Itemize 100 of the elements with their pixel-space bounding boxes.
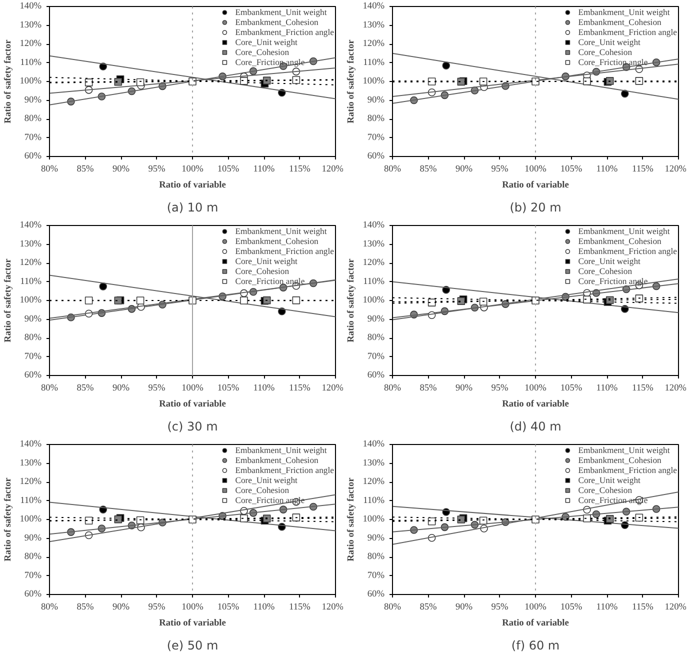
legend-label: Embankment_Unit weight (578, 226, 670, 236)
y-tick-label: 70% (367, 352, 385, 362)
x-tick-label: 115% (632, 164, 654, 174)
legend-label: Embankment_Friction angle (578, 465, 677, 475)
y-tick-label: 80% (367, 552, 385, 562)
legend-label: Core_Unit weight (578, 37, 640, 47)
y-tick-label: 130% (362, 20, 385, 30)
legend-label: Embankment_Cohesion (578, 17, 662, 27)
y-axis-title: Ratio of safety factor (4, 258, 14, 342)
x-tick-label: 105% (560, 384, 582, 394)
x-tick-label: 85% (420, 164, 438, 174)
y-tick-label: 60% (367, 590, 385, 600)
y-tick-label: 80% (24, 333, 42, 343)
y-tick-label: 90% (367, 95, 385, 106)
y-tick-label: 120% (362, 258, 385, 268)
legend-label: Embankment_Friction angle (235, 246, 334, 256)
x-tick-label: 85% (76, 602, 94, 612)
x-tick-label: 110% (596, 602, 618, 612)
x-tick-label: 90% (455, 164, 473, 174)
x-tick-label: 120% (322, 602, 344, 612)
x-tick-label: 95% (491, 164, 509, 174)
x-tick-label: 90% (112, 384, 130, 394)
x-tick-label: 85% (420, 602, 438, 612)
y-tick-label: 60% (367, 152, 385, 162)
legend-label: Core_Unit weight (578, 256, 640, 266)
legend-label: Core_Cohesion (578, 266, 632, 276)
legend-label: Embankment_Cohesion (235, 17, 318, 27)
x-tick-label: 120% (322, 164, 344, 174)
text: (d) 40 m (510, 420, 562, 434)
x-tick-label: 110% (596, 384, 618, 394)
y-tick-label: 100% (362, 76, 385, 86)
y-tick-label: 140% (20, 440, 42, 450)
x-axis-title: Ratio of variable (159, 400, 226, 410)
x-tick-label: 95% (148, 164, 166, 174)
y-tick-label: 130% (362, 458, 385, 468)
y-tick-label: 110% (20, 496, 42, 506)
x-tick-label: 100% (182, 602, 204, 612)
x-tick-label: 100% (524, 602, 547, 612)
legend-label: Core_Friction angle (578, 57, 648, 67)
legend-label: Embankment_Unit weight (235, 226, 327, 236)
legend-label: Embankment_Unit weight (578, 445, 670, 455)
y-tick-label: 120% (362, 477, 385, 487)
y-tick-label: 70% (24, 570, 42, 581)
y-tick-label: 100% (20, 296, 42, 306)
x-tick-label: 80% (384, 384, 402, 394)
y-tick-label: 130% (20, 239, 42, 250)
x-tick-label: 95% (491, 602, 509, 612)
text: (e) 50 m (166, 638, 218, 652)
y-tick-label: 120% (20, 477, 42, 487)
y-tick-label: 130% (20, 458, 42, 468)
x-tick-label: 105% (217, 384, 240, 394)
x-tick-label: 100% (524, 164, 547, 174)
y-tick-label: 130% (20, 20, 42, 30)
legend-label: Core_Unit weight (235, 37, 298, 47)
y-tick-label: 70% (367, 132, 385, 143)
x-tick-label: 115% (632, 602, 654, 612)
legend-label: Core_Friction angle (578, 276, 648, 286)
x-tick-label: 80% (384, 164, 402, 174)
x-tick-label: 100% (524, 384, 547, 394)
legend-label: Core_Cohesion (235, 266, 290, 276)
y-tick-label: 110% (363, 496, 385, 506)
legend-label: Embankment_Friction angle (235, 27, 334, 37)
y-tick-label: 100% (362, 514, 385, 524)
x-tick-label: 95% (148, 384, 166, 394)
x-tick-label: 110% (596, 164, 618, 174)
y-axis-title: Ratio of safety factor (4, 40, 14, 124)
y-tick-label: 120% (20, 258, 42, 268)
x-tick-label: 90% (455, 384, 473, 394)
y-tick-label: 120% (20, 39, 42, 49)
legend-label: Embankment_Cohesion (578, 236, 662, 246)
y-axis-title: Ratio of safety factor (346, 258, 357, 342)
x-tick-label: 105% (217, 164, 240, 174)
x-tick-label: 115% (289, 384, 311, 394)
legend-label: Core_Unit weight (235, 475, 298, 485)
x-tick-label: 80% (40, 164, 58, 174)
x-tick-label: 105% (217, 602, 240, 612)
y-tick-label: 70% (24, 132, 42, 143)
y-tick-label: 70% (24, 352, 42, 362)
y-tick-label: 110% (20, 276, 42, 287)
y-tick-label: 140% (362, 440, 385, 450)
y-tick-label: 80% (367, 114, 385, 124)
y-tick-label: 100% (20, 76, 42, 86)
x-tick-label: 110% (253, 164, 275, 174)
y-axis-title: Ratio of safety factor (346, 478, 357, 562)
y-tick-label: 140% (362, 220, 385, 230)
y-axis-title: Ratio of safety factor (346, 40, 357, 124)
x-tick-label: 85% (76, 164, 94, 174)
y-tick-label: 130% (362, 239, 385, 250)
x-tick-label: 115% (289, 602, 311, 612)
y-tick-label: 100% (362, 296, 385, 306)
x-tick-label: 115% (289, 164, 311, 174)
y-tick-label: 110% (363, 58, 385, 68)
y-tick-label: 60% (24, 590, 42, 600)
y-axis-title: Ratio of safety factor (4, 478, 14, 562)
x-tick-label: 100% (182, 384, 204, 394)
x-tick-label: 85% (76, 384, 94, 394)
y-tick-label: 80% (24, 552, 42, 562)
x-tick-label: 105% (560, 164, 582, 174)
legend-label: Core_Cohesion (235, 47, 290, 57)
x-tick-label: 90% (112, 164, 130, 174)
